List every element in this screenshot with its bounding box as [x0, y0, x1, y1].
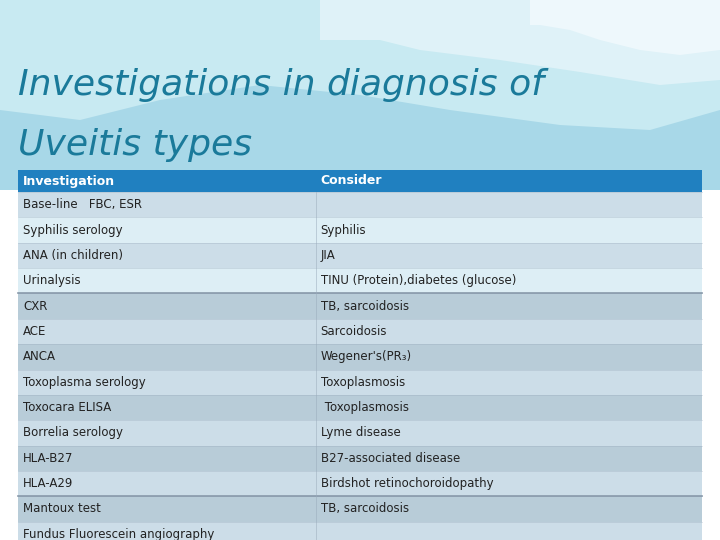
Bar	[18, 496, 702, 522]
Bar	[18, 319, 702, 344]
Text: Toxoplasmosis: Toxoplasmosis	[320, 376, 405, 389]
Bar	[18, 522, 702, 540]
Text: Borrelia serology: Borrelia serology	[23, 427, 123, 440]
Text: Toxoplasmosis: Toxoplasmosis	[320, 401, 408, 414]
Text: Birdshot retinochoroidopathy: Birdshot retinochoroidopathy	[320, 477, 493, 490]
Bar	[18, 420, 702, 445]
Text: Sarcoidosis: Sarcoidosis	[320, 325, 387, 338]
Text: HLA-A29: HLA-A29	[23, 477, 73, 490]
Bar	[18, 446, 702, 471]
Text: Consider: Consider	[320, 174, 382, 187]
Text: CXR: CXR	[23, 300, 48, 313]
Text: Base-line   FBC, ESR: Base-line FBC, ESR	[23, 198, 142, 211]
Bar	[18, 268, 702, 293]
Text: HLA-B27: HLA-B27	[23, 452, 73, 465]
Text: Fundus Fluorescein angiography: Fundus Fluorescein angiography	[23, 528, 215, 540]
Text: Mantoux test: Mantoux test	[23, 502, 101, 516]
Text: Syphilis serology: Syphilis serology	[23, 224, 122, 237]
Text: JIA: JIA	[320, 249, 336, 262]
Bar	[18, 242, 702, 268]
Text: Investigation: Investigation	[23, 174, 115, 187]
Text: TB, sarcoidosis: TB, sarcoidosis	[320, 300, 409, 313]
Bar	[18, 344, 702, 369]
Bar	[18, 369, 702, 395]
Bar	[18, 192, 702, 218]
Text: Urinalysis: Urinalysis	[23, 274, 81, 287]
Bar	[18, 293, 702, 319]
Text: Uveitis types: Uveitis types	[18, 128, 252, 162]
Bar	[18, 395, 702, 420]
Bar	[0, 0, 720, 190]
Text: TINU (Protein),diabetes (glucose): TINU (Protein),diabetes (glucose)	[320, 274, 516, 287]
Text: ACE: ACE	[23, 325, 46, 338]
Bar	[18, 170, 702, 192]
Bar	[18, 218, 702, 242]
Text: Toxoplasma serology: Toxoplasma serology	[23, 376, 145, 389]
Text: ANCA: ANCA	[23, 350, 56, 363]
Polygon shape	[530, 0, 720, 55]
Text: ANA (in children): ANA (in children)	[23, 249, 123, 262]
Polygon shape	[320, 0, 720, 85]
Text: Lyme disease: Lyme disease	[320, 427, 400, 440]
Text: Investigations in diagnosis of: Investigations in diagnosis of	[18, 68, 544, 102]
Text: TB, sarcoidosis: TB, sarcoidosis	[320, 502, 409, 516]
Bar	[0, 190, 720, 540]
Text: Wegener's(PR₃): Wegener's(PR₃)	[320, 350, 412, 363]
Text: Toxocara ELISA: Toxocara ELISA	[23, 401, 112, 414]
Polygon shape	[0, 0, 720, 130]
Text: Syphilis: Syphilis	[320, 224, 366, 237]
Bar	[18, 471, 702, 496]
Text: B27-associated disease: B27-associated disease	[320, 452, 460, 465]
